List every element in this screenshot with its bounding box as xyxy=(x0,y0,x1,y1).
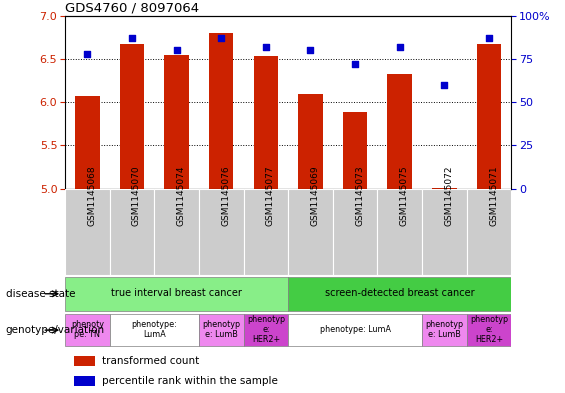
Text: screen-detected breast cancer: screen-detected breast cancer xyxy=(325,288,475,298)
Point xyxy=(172,47,181,53)
Bar xyxy=(477,44,501,189)
Bar xyxy=(388,73,412,189)
Text: GSM1145069: GSM1145069 xyxy=(311,165,319,226)
Point xyxy=(82,51,92,57)
Bar xyxy=(75,96,99,189)
Text: GSM1145072: GSM1145072 xyxy=(444,165,453,226)
Point xyxy=(484,35,493,41)
Text: phenotype: LumA: phenotype: LumA xyxy=(320,325,390,334)
Bar xyxy=(65,189,110,275)
Text: phenotyp
e: LumB: phenotyp e: LumB xyxy=(425,320,463,339)
Bar xyxy=(65,314,110,346)
Bar xyxy=(422,314,467,346)
Text: phenoty
pe: TN: phenoty pe: TN xyxy=(71,320,104,339)
Bar xyxy=(244,189,288,275)
Bar xyxy=(110,189,154,275)
Point xyxy=(128,35,137,41)
Text: percentile rank within the sample: percentile rank within the sample xyxy=(102,376,278,386)
Bar xyxy=(254,56,278,189)
Text: GSM1145074: GSM1145074 xyxy=(176,165,185,226)
Text: phenotyp
e: LumB: phenotyp e: LumB xyxy=(202,320,240,339)
Point xyxy=(261,44,270,50)
Bar xyxy=(288,314,422,346)
Text: GSM1145068: GSM1145068 xyxy=(87,165,96,226)
Text: true interval breast cancer: true interval breast cancer xyxy=(111,288,242,298)
Text: disease state: disease state xyxy=(6,289,75,299)
Text: GSM1145071: GSM1145071 xyxy=(489,165,498,226)
Text: GSM1145073: GSM1145073 xyxy=(355,165,364,226)
Bar xyxy=(377,189,422,275)
Text: phenotype:
LumA: phenotype: LumA xyxy=(132,320,177,339)
Point xyxy=(440,82,449,88)
Text: transformed count: transformed count xyxy=(102,356,199,366)
Bar xyxy=(74,376,95,386)
Bar xyxy=(199,189,244,275)
Text: phenotyp
e:
HER2+: phenotyp e: HER2+ xyxy=(247,314,285,344)
Bar xyxy=(164,55,189,189)
Text: genotype/variation: genotype/variation xyxy=(6,325,105,335)
Bar xyxy=(110,314,199,346)
Text: GSM1145077: GSM1145077 xyxy=(266,165,275,226)
Point xyxy=(395,44,404,50)
Text: GDS4760 / 8097064: GDS4760 / 8097064 xyxy=(65,2,199,15)
Point xyxy=(306,47,315,53)
Bar xyxy=(422,189,467,275)
Text: GSM1145070: GSM1145070 xyxy=(132,165,141,226)
Bar xyxy=(120,44,144,189)
Bar xyxy=(343,112,367,189)
Text: GSM1145075: GSM1145075 xyxy=(400,165,408,226)
Bar xyxy=(467,314,511,346)
Point xyxy=(216,35,225,41)
Bar xyxy=(209,33,233,189)
Bar xyxy=(298,94,323,189)
Bar xyxy=(74,356,95,366)
Bar xyxy=(65,277,288,310)
Bar xyxy=(154,189,199,275)
Bar xyxy=(244,314,288,346)
Bar xyxy=(333,189,377,275)
Bar xyxy=(199,314,244,346)
Text: phenotyp
e:
HER2+: phenotyp e: HER2+ xyxy=(470,314,508,344)
Bar xyxy=(288,189,333,275)
Bar xyxy=(432,188,457,189)
Bar xyxy=(288,277,511,310)
Point xyxy=(350,61,359,67)
Bar xyxy=(467,189,511,275)
Text: GSM1145076: GSM1145076 xyxy=(221,165,230,226)
